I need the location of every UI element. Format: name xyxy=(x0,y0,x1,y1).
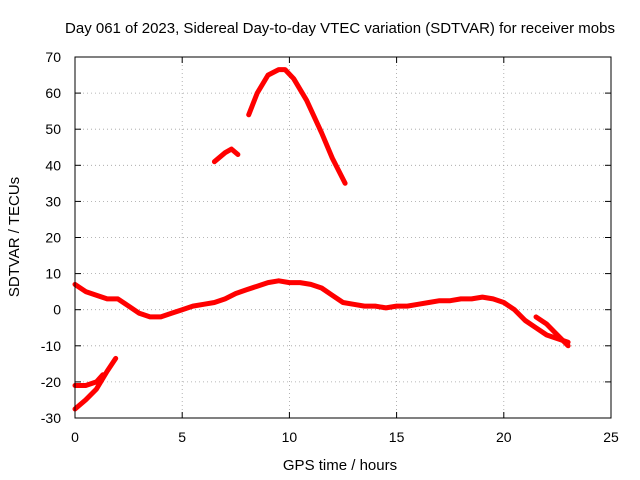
y-tick-label: 50 xyxy=(45,121,61,137)
ticks: 0 5 10 15 20 25 -30 -20 -10 0 10 20 30 40 50 60 70 xyxy=(41,49,619,445)
y-tick-label: -30 xyxy=(41,410,61,426)
chart-title: Day 061 of 2023, Sidereal Day-to-day VTE… xyxy=(65,20,615,37)
x-tick-label: 20 xyxy=(496,429,512,445)
y-tick-label: 10 xyxy=(45,266,61,282)
series-short-arc xyxy=(211,146,241,165)
y-axis-label: SDTVAR / TECUs xyxy=(6,177,23,297)
y-tick-label: 40 xyxy=(45,157,61,173)
series-tail-branch xyxy=(533,314,571,349)
y-tick-label: 30 xyxy=(45,193,61,209)
series-high-arc xyxy=(246,67,348,186)
x-tick-label: 0 xyxy=(71,429,79,445)
grid xyxy=(75,57,611,418)
y-tick-label: 60 xyxy=(45,85,61,101)
y-tick-label: -10 xyxy=(41,338,61,354)
y-tick-label: 70 xyxy=(45,49,61,65)
y-tick-label: -20 xyxy=(41,374,61,390)
x-tick-label: 25 xyxy=(603,429,619,445)
x-tick-label: 15 xyxy=(389,429,405,445)
series-early-flat xyxy=(72,372,106,388)
series-layer xyxy=(72,67,571,412)
series-main-trace xyxy=(72,278,571,345)
x-tick-label: 10 xyxy=(282,429,298,445)
series-early-lower xyxy=(72,355,119,412)
x-tick-label: 5 xyxy=(178,429,186,445)
x-axis-label: GPS time / hours xyxy=(283,457,397,474)
y-tick-label: 20 xyxy=(45,230,61,246)
y-tick-label: 0 xyxy=(53,302,61,318)
